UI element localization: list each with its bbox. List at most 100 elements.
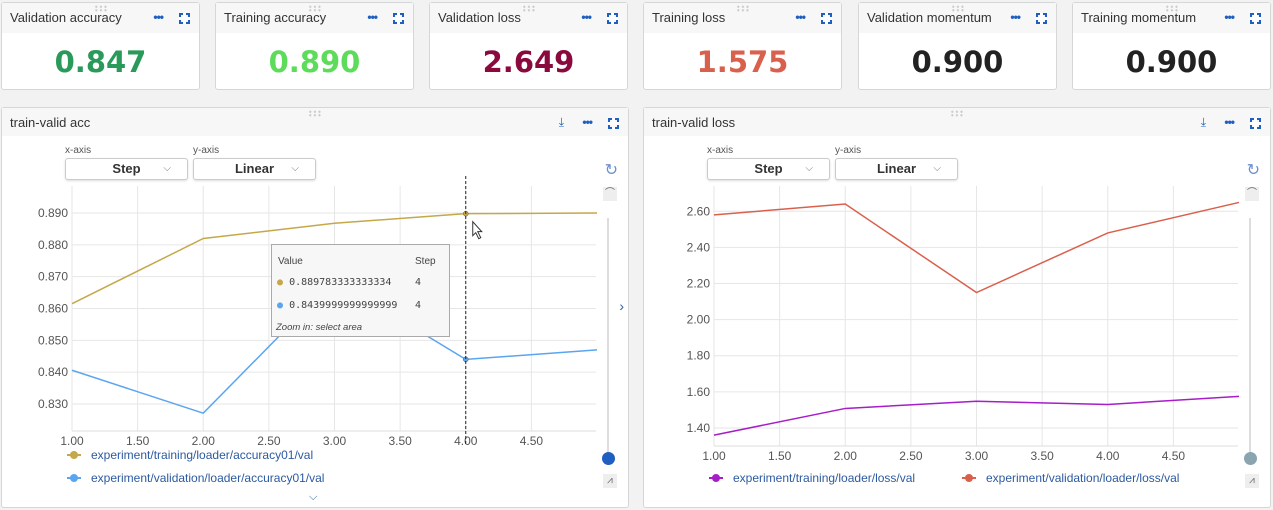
x-tick-label: 4.00 [1096, 449, 1120, 463]
x-tick-label: 2.00 [192, 434, 216, 448]
chevron-down-icon: ⌵ [291, 163, 299, 174]
raw-line-icon[interactable]: ⩘ [603, 474, 617, 488]
chevron-down-icon: ⌵ [933, 163, 941, 174]
download-icon[interactable]: ⤓ [558, 115, 564, 129]
legend-item[interactable]: experiment/training/loader/loss/val [709, 471, 915, 485]
metric-value: 0.890 [268, 45, 361, 79]
y-tick-label: 0.880 [38, 238, 68, 252]
x-tick-label: 2.50 [899, 449, 923, 463]
y-tick-label: 1.40 [687, 421, 711, 435]
drag-handle-icon[interactable] [93, 5, 108, 12]
card-title: Validation loss [438, 10, 521, 25]
chevron-right-icon[interactable]: › [619, 298, 624, 314]
legend-item[interactable]: experiment/validation/loader/loss/val [962, 471, 1179, 485]
series-line [713, 201, 1240, 294]
smooth-curve-icon[interactable]: ⌒ [603, 187, 617, 201]
panel-title: train-valid loss [652, 115, 736, 130]
more-options-icon[interactable]: ••• [795, 10, 806, 24]
expand-icon[interactable] [1250, 13, 1261, 24]
card-title: Training accuracy [224, 10, 327, 25]
y-axis-select[interactable]: Linear ⌵ [835, 158, 958, 180]
expand-icon[interactable] [1036, 13, 1047, 24]
x-axis-label: x-axis [707, 145, 734, 156]
y-tick-label: 0.840 [38, 365, 68, 379]
tooltip-step-header: Step [415, 256, 436, 267]
smooth-curve-icon[interactable]: ⌒ [1245, 187, 1259, 201]
legend-label: experiment/validation/loader/accuracy01/… [91, 471, 325, 485]
drag-handle-icon[interactable] [735, 5, 750, 12]
mouse-cursor-icon [472, 220, 483, 240]
more-options-icon[interactable]: ••• [581, 10, 592, 24]
y-tick-label: 0.870 [38, 270, 68, 284]
loss-chart-panel: train-valid loss ⤓ ••• x-axis y-axis Step… [643, 107, 1271, 508]
metric-value: 1.575 [696, 45, 789, 79]
metric-card: Training loss ••• 1.575 [643, 2, 842, 90]
legend-label: experiment/training/loader/accuracy01/va… [91, 448, 314, 462]
raw-line-icon[interactable]: ⩘ [1245, 474, 1259, 488]
x-tick-label: 4.50 [1162, 449, 1186, 463]
card-title: Validation accuracy [10, 10, 122, 25]
y-axis-select[interactable]: Linear ⌵ [193, 158, 316, 180]
expand-icon[interactable] [393, 13, 404, 24]
expand-icon[interactable] [1250, 118, 1261, 129]
x-axis-value: Step [112, 161, 141, 176]
tooltip-value: 0.889783333333334 [289, 277, 392, 288]
more-options-icon[interactable]: ••• [367, 10, 378, 24]
y-axis-value: Linear [876, 161, 916, 176]
x-axis-select[interactable]: Step ⌵ [707, 158, 830, 180]
drag-handle-icon[interactable] [950, 5, 965, 12]
more-options-icon[interactable]: ••• [582, 115, 593, 129]
y-tick-label: 2.40 [687, 240, 711, 254]
y-tick-label: 2.20 [687, 277, 711, 291]
tooltip-value-header: Value [278, 256, 303, 267]
legend-label: experiment/training/loader/loss/val [733, 471, 916, 485]
slider-handle[interactable] [602, 452, 615, 465]
more-options-icon[interactable]: ••• [1224, 115, 1235, 129]
drag-handle-icon[interactable] [308, 110, 322, 117]
tooltip-step: 4 [415, 277, 422, 288]
metric-card: Validation momentum ••• 0.900 [858, 2, 1057, 90]
more-options-icon[interactable]: ••• [153, 10, 164, 24]
more-options-icon[interactable]: ••• [1010, 10, 1021, 24]
x-axis-value: Step [754, 161, 783, 176]
expand-icon[interactable] [608, 118, 619, 129]
x-tick-label: 1.50 [126, 434, 150, 448]
series-line [71, 212, 598, 305]
x-tick-label: 4.50 [520, 434, 544, 448]
chevron-down-icon[interactable]: ⌵ [309, 491, 318, 503]
expand-icon[interactable] [821, 13, 832, 24]
expand-icon[interactable] [607, 13, 618, 24]
card-title: Training momentum [1081, 10, 1197, 25]
metric-card: Validation accuracy ••• 0.847 [1, 2, 200, 90]
y-tick-label: 0.890 [38, 206, 68, 220]
drag-handle-icon[interactable] [950, 110, 964, 117]
smoothing-slider[interactable] [1249, 218, 1251, 458]
x-axis-select[interactable]: Step ⌵ [65, 158, 188, 180]
series-line [713, 395, 1240, 436]
reset-icon[interactable]: ↻ [604, 162, 618, 179]
download-icon[interactable]: ⤓ [1200, 115, 1206, 129]
smoothing-slider[interactable] [607, 218, 609, 458]
drag-handle-icon[interactable] [1164, 5, 1179, 12]
metric-value: 2.649 [482, 45, 575, 79]
drag-handle-icon[interactable] [521, 5, 536, 12]
y-axis-value: Linear [234, 161, 274, 176]
legend-item[interactable]: experiment/training/loader/accuracy01/va… [67, 448, 313, 462]
tooltip-step: 4 [415, 300, 422, 311]
x-tick-label: 1.50 [768, 449, 792, 463]
line-chart[interactable]: 1.00 1.50 2.00 2.50 3.00 3.50 4.00 4.500.8300.8… [2, 108, 630, 508]
legend-marker-icon [709, 474, 723, 482]
drag-handle-icon[interactable] [307, 5, 322, 12]
x-tick-label: 1.00 [702, 449, 726, 463]
reset-icon[interactable]: ↻ [1246, 162, 1260, 179]
accuracy-chart-panel: train-valid acc ⤓ ••• x-axis y-axis Step ⌵… [1, 107, 629, 508]
line-chart[interactable]: 1.00 1.50 2.00 2.50 3.00 3.50 4.00 4.50 1.40 1.60… [644, 108, 1272, 508]
y-tick-label: 2.00 [687, 313, 711, 327]
panel-title: train-valid acc [10, 115, 91, 130]
slider-handle[interactable] [1244, 452, 1257, 465]
expand-icon[interactable] [179, 13, 190, 24]
legend-item[interactable]: experiment/validation/loader/accuracy01/… [67, 471, 324, 485]
more-options-icon[interactable]: ••• [1224, 10, 1235, 24]
x-tick-label: 3.50 [1030, 449, 1054, 463]
tooltip-hint: Zoom in: select area [276, 322, 363, 333]
